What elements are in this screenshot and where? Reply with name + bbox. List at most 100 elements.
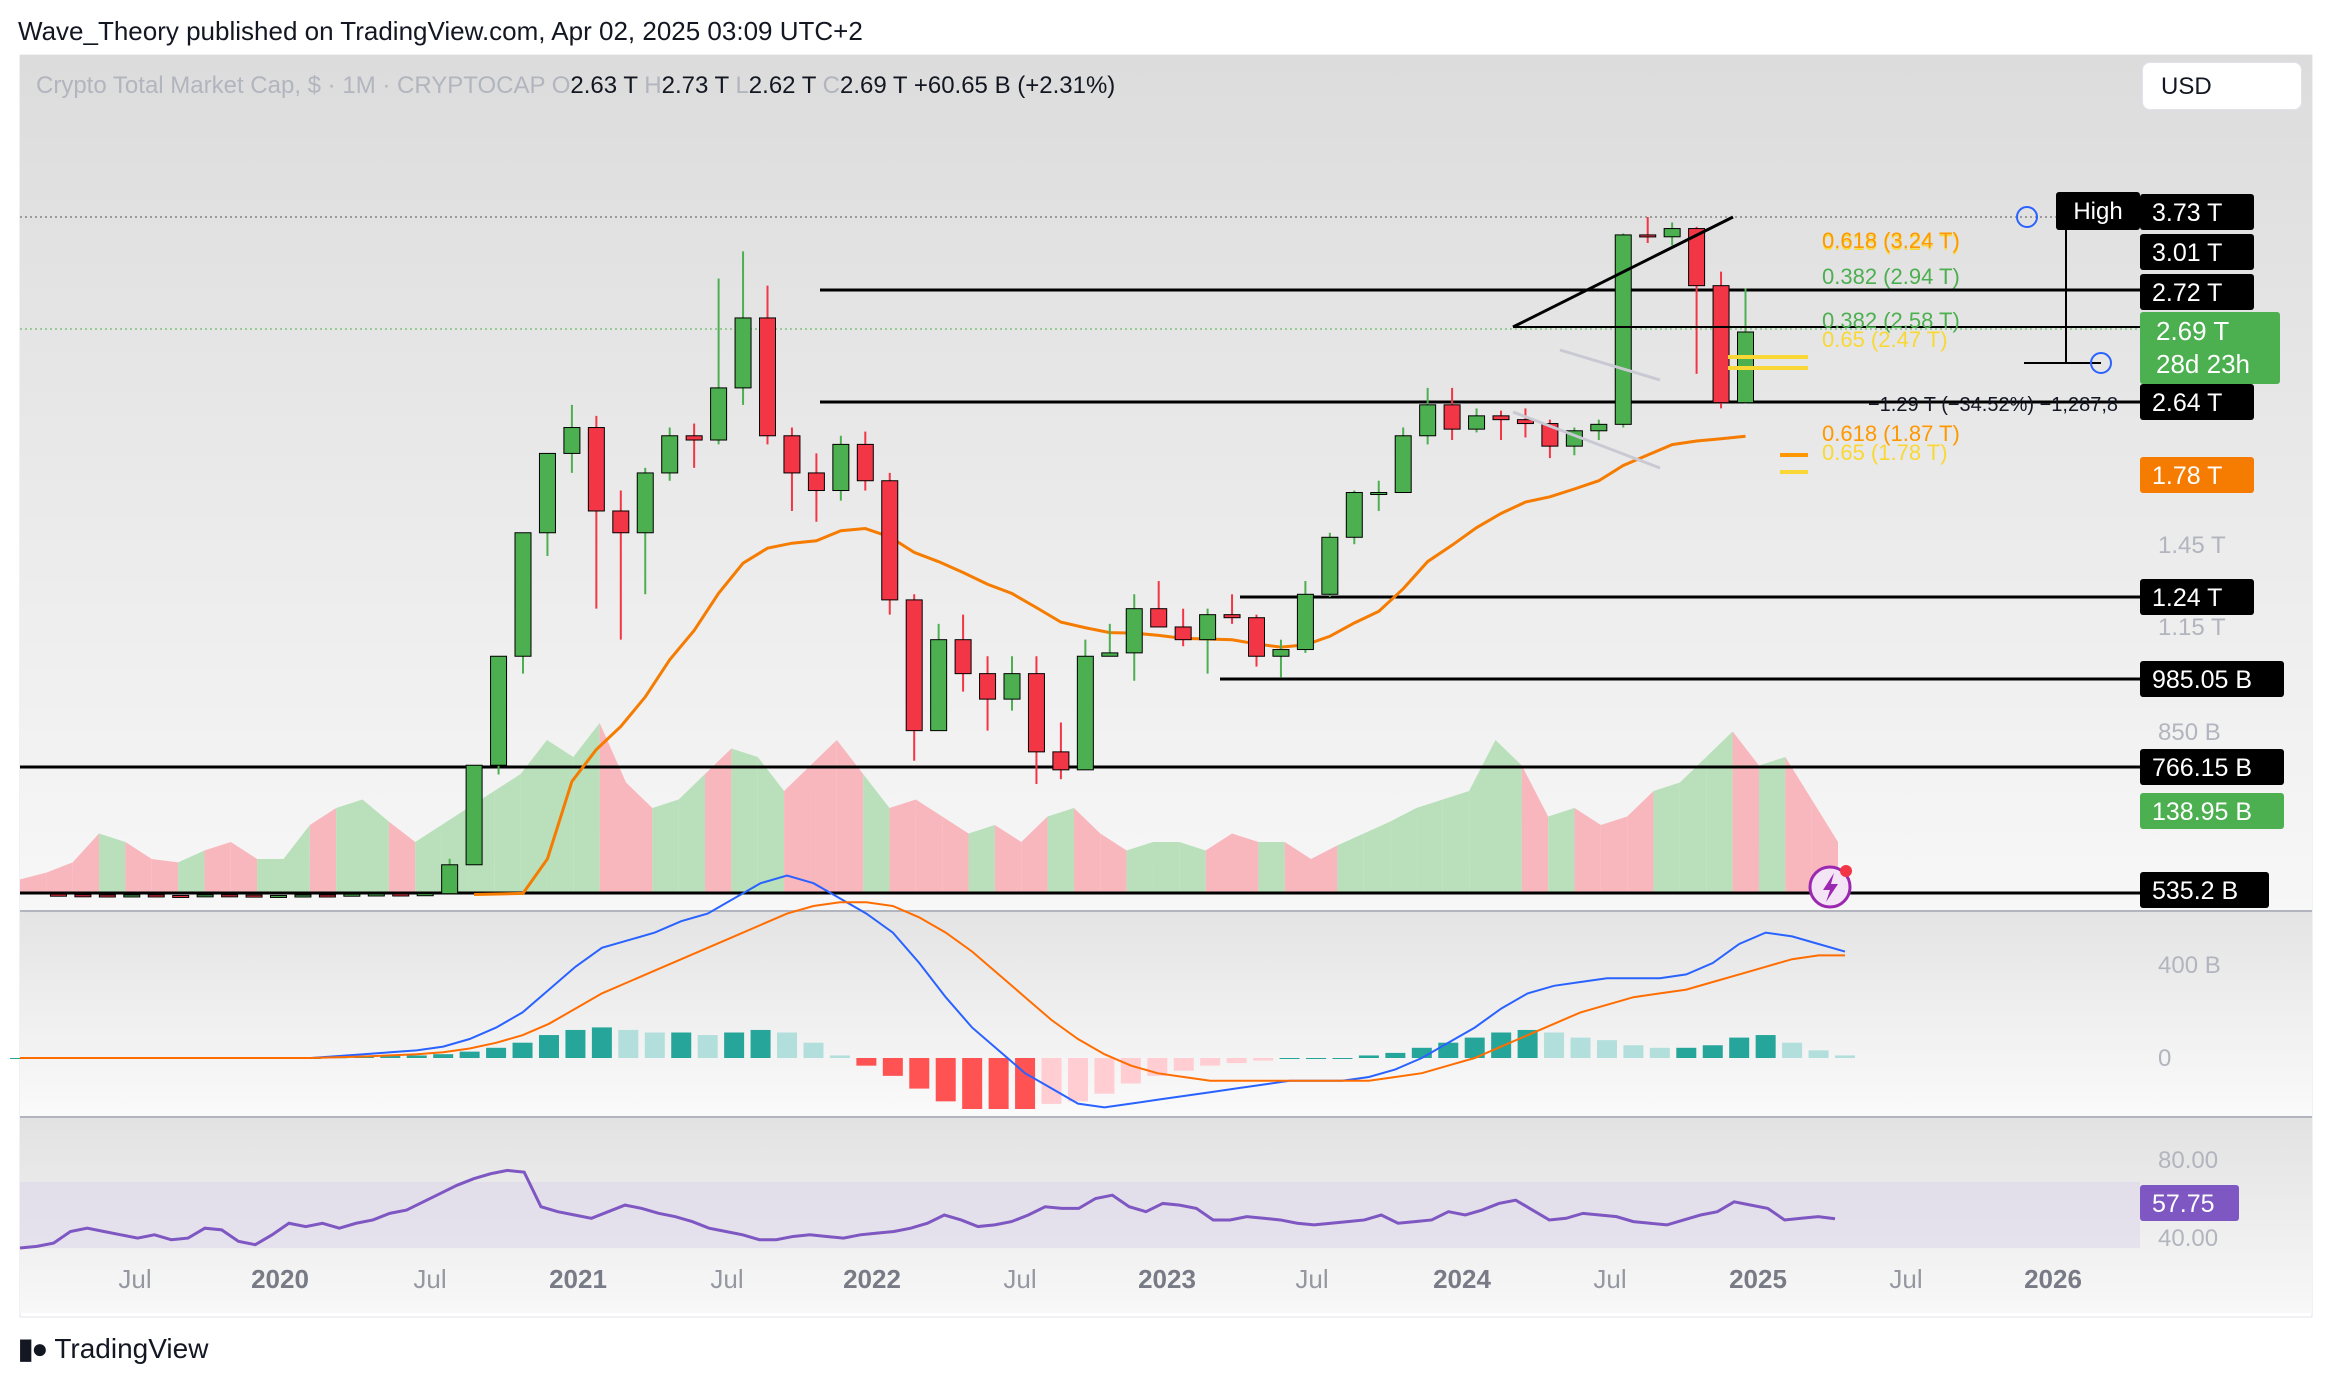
candle[interactable]: [759, 285, 776, 445]
macd-histogram-bar: [406, 1055, 427, 1058]
candle[interactable]: [343, 893, 361, 897]
candle[interactable]: [1443, 387, 1461, 441]
candle[interactable]: [954, 614, 972, 692]
candle[interactable]: [1101, 623, 1119, 657]
candle[interactable]: [979, 656, 997, 731]
candle[interactable]: [587, 415, 605, 609]
candle[interactable]: [636, 467, 654, 595]
candle[interactable]: [1125, 594, 1143, 681]
candle[interactable]: [563, 404, 581, 473]
candle[interactable]: [172, 894, 190, 898]
candle[interactable]: [783, 427, 801, 511]
trend-line[interactable]: [1512, 215, 1734, 329]
candle[interactable]: [392, 893, 410, 897]
macd-histogram-bar: [1729, 1037, 1750, 1058]
candle[interactable]: [1492, 410, 1510, 441]
candle[interactable]: [98, 894, 116, 898]
candle[interactable]: [1150, 581, 1168, 628]
candle[interactable]: [294, 894, 312, 898]
candle[interactable]: [1248, 614, 1265, 667]
candle[interactable]: [538, 452, 556, 557]
candle[interactable]: [1590, 419, 1608, 441]
candle[interactable]: [1223, 594, 1241, 624]
candle[interactable]: [807, 453, 825, 522]
x-axis-label: Jul: [118, 1264, 151, 1294]
candle[interactable]: [1394, 427, 1412, 494]
price-tag-high-text: 3.73 T: [2152, 199, 2222, 227]
candle[interactable]: [1174, 608, 1192, 647]
candle[interactable]: [881, 472, 899, 615]
candle[interactable]: [123, 894, 141, 898]
candle[interactable]: [1321, 532, 1339, 597]
volume-bar: [1679, 757, 1707, 893]
candle[interactable]: [1712, 271, 1730, 409]
candle[interactable]: [196, 894, 214, 898]
candle[interactable]: [1272, 639, 1290, 678]
currency-button[interactable]: USD: [2142, 62, 2302, 110]
candle[interactable]: [245, 894, 263, 898]
candle[interactable]: [905, 594, 923, 761]
candle[interactable]: [1296, 581, 1314, 653]
candle[interactable]: [367, 893, 385, 897]
candle[interactable]: [856, 431, 874, 491]
candle[interactable]: [74, 894, 92, 898]
channel-line[interactable]: [1559, 348, 1661, 382]
macd-histogram-bar: [1253, 1058, 1274, 1061]
anchor-handle[interactable]: [2016, 206, 2038, 228]
candle[interactable]: [1516, 408, 1534, 438]
price-tag-text: 3.01 T: [2152, 239, 2222, 267]
volume-bar: [1232, 833, 1259, 893]
candle[interactable]: [1052, 722, 1070, 780]
candle[interactable]: [221, 894, 239, 898]
candle[interactable]: [1370, 480, 1388, 511]
volume-bar: [1758, 757, 1786, 893]
candle[interactable]: [1468, 408, 1486, 433]
candle[interactable]: [1003, 656, 1021, 711]
candle[interactable]: [490, 655, 508, 775]
candlestick-series: [49, 217, 1754, 898]
candle[interactable]: [710, 278, 728, 445]
price-tag-high: 3.73 T: [2140, 194, 2254, 230]
candle[interactable]: [1663, 222, 1681, 246]
candle[interactable]: [1614, 233, 1632, 428]
candle[interactable]: [514, 532, 532, 674]
candle[interactable]: [1027, 656, 1045, 784]
candle[interactable]: [1345, 490, 1363, 545]
candle[interactable]: [661, 427, 679, 481]
symbol-legend[interactable]: Crypto Total Market Cap, $ · 1M · CRYPTO…: [36, 72, 1115, 100]
candle[interactable]: [49, 893, 67, 897]
fib-label-0382-upper: 0.382 (2.94 T): [1822, 264, 1960, 289]
candle[interactable]: [685, 423, 703, 468]
axis-tick-label: 80.00: [2158, 1147, 2218, 1174]
x-axis-label: 2021: [549, 1264, 607, 1294]
candle[interactable]: [318, 894, 336, 898]
candle[interactable]: [147, 894, 165, 898]
channel-line[interactable]: [1512, 410, 1661, 470]
macd-histogram-bar: [1041, 1058, 1062, 1104]
tradingview-mark-icon: ▮●: [18, 1333, 48, 1364]
macd-histogram-bar: [1015, 1058, 1036, 1109]
anchor-handle[interactable]: [2090, 352, 2112, 374]
volume-bar: [1495, 740, 1522, 893]
candle[interactable]: [441, 858, 459, 895]
candle[interactable]: [270, 894, 287, 898]
alert-icon[interactable]: [1808, 865, 1852, 909]
candle[interactable]: [465, 764, 483, 866]
candle[interactable]: [734, 251, 752, 405]
candle[interactable]: [1419, 387, 1437, 445]
axis-tick-label: 850 B: [2158, 719, 2221, 746]
candle[interactable]: [1199, 608, 1217, 674]
fib-label-065-low: 0.65 (1.78 T): [1822, 440, 1948, 465]
price-tag: 2.72 T: [2140, 274, 2254, 310]
candle[interactable]: [930, 623, 948, 732]
candle[interactable]: [1688, 226, 1706, 374]
candle[interactable]: [832, 435, 850, 501]
tradingview-logo[interactable]: ▮● TradingView: [18, 1332, 208, 1365]
candle[interactable]: [1076, 639, 1094, 771]
low-value: 2.62 T: [748, 72, 816, 99]
candle[interactable]: [612, 490, 630, 640]
price-tag: 1.24 T: [2140, 579, 2254, 615]
candle[interactable]: [416, 893, 434, 897]
candle[interactable]: [1639, 217, 1657, 244]
